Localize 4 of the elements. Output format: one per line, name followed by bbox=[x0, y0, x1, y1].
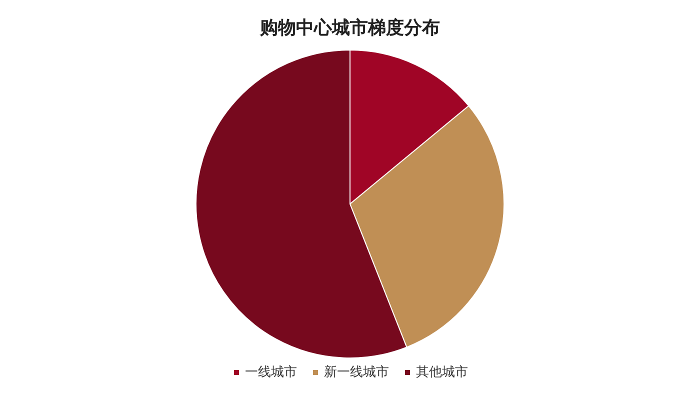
legend-label: 新一线城市 bbox=[324, 365, 389, 380]
chart-title: 购物中心城市梯度分布 bbox=[259, 18, 440, 38]
legend-label: 一线城市 bbox=[245, 365, 297, 380]
legend-label: 其他城市 bbox=[416, 365, 468, 380]
